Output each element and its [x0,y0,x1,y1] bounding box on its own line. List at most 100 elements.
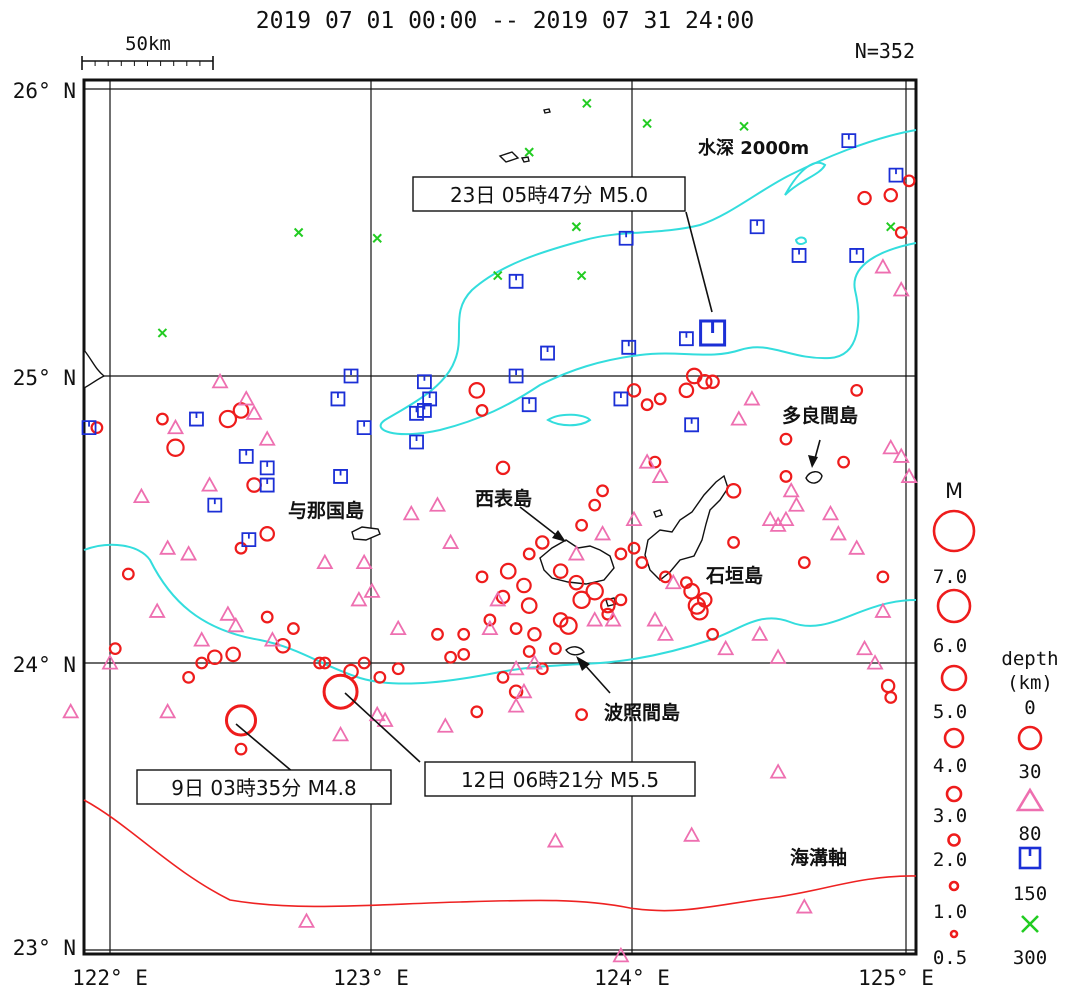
mag-legend-symbol-4 [943,727,965,749]
event-marker-30km [263,631,281,647]
event-marker-shallow [522,645,536,658]
event-marker-80km [238,448,254,464]
event-marker-30km [227,616,245,633]
distance-scale-bar: 50km [81,33,214,70]
depth-legend-title: depth [1001,648,1058,670]
event-marker-80km [849,248,865,263]
event-marker-shallow [234,742,248,756]
mag-legend-symbol-7 [932,509,976,553]
event-marker-shallow [108,642,122,656]
longitude-labels: 122° E 123° E 124° E 125° E [72,966,934,990]
mag-legend-symbol-5 [940,664,968,692]
event-marker-shallow [696,373,713,390]
callout-9-label: 9日 03時35分 M4.8 [171,776,356,800]
event-marker-shallow [499,562,517,580]
yonaguni-island [351,526,381,541]
event-marker-shallow [259,526,275,542]
event-marker-30km [237,390,255,406]
event-marker-150km [642,118,652,129]
event-marker-shallow [883,187,898,203]
event-marker-30km [586,611,604,627]
event-marker-30km [201,476,219,492]
event-marker-shallow [90,421,104,435]
event-marker-30km [829,524,847,541]
event-marker-30km [62,702,80,719]
mag-legend-symbol-3 [945,785,963,803]
event-marker-30km [368,705,386,722]
ishigaki-island [644,474,729,581]
event-marker-150km [571,222,582,232]
event-marker-30km [297,912,316,928]
event-marker-80km [621,339,637,355]
event-marker-shallow [568,574,585,591]
label-yonaguni: 与那国島 [288,499,364,522]
depth-legend-label: 150 [1013,883,1047,905]
event-marker-80km [841,133,857,149]
event-marker-30km [316,553,334,570]
event-marker-shallow [779,470,793,483]
event-marker-shallow [575,518,588,532]
event-marker-30km [101,654,119,670]
event-marker-shallow [475,404,489,417]
event-marker-shallow [496,670,510,684]
event-marker-80km [241,532,257,547]
event-marker-shallow [218,409,238,429]
event-marker-30km [612,946,630,963]
event-marker-shallow [495,460,511,476]
event-marker-30km [355,553,373,570]
event-marker-30km [882,438,900,455]
event-marker-80km [791,248,807,263]
lon-label: 125° E [858,966,934,990]
event-marker-shallow [431,627,444,641]
depth-legend-label: 30 [1019,761,1042,783]
event-marker-30km [159,539,177,555]
event-marker-shallow [626,383,642,398]
event-marker-80km [409,434,424,450]
depth-legend-unit: (km) [1007,672,1053,694]
event-marker-shallow [391,662,405,676]
mag-legend-symbol-05 [949,929,959,939]
event-marker-shallow [457,627,471,641]
event-marker-shallow [195,656,209,670]
event-marker-shallow [166,438,185,457]
event-marker-shallow [520,597,538,614]
event-marker-30km [751,625,769,641]
event-marker-30km [743,390,761,406]
highlight-event-marker [224,704,258,737]
event-marker-30km [656,625,674,641]
event-marker-30km [664,573,682,590]
event-marker-30km [507,697,525,713]
depth-legend-label: 300 [1013,947,1047,969]
event-marker-30km [132,487,150,504]
place-labels: 水深 2000m 与那国島 西表島 石垣島 多良間島 波照間島 海溝軸 [288,137,858,869]
event-marker-30km [761,510,779,526]
event-marker-150km [739,121,749,132]
event-marker-shallow [727,536,740,549]
event-marker-30km [180,545,198,561]
mag-legend-label: 7.0 [933,566,967,588]
event-marker-150km [576,270,587,281]
event-marker-30km [892,447,910,463]
magnitude-legend: M 7.0 6.0 5.0 4.0 3.0 2.0 1.0 0.5 [932,479,976,969]
highlight-event-marker [322,673,359,710]
event-marker-150km [886,222,896,232]
event-marker-shallow [596,484,609,498]
event-marker-30km [717,639,735,656]
event-marker-shallow [588,498,602,512]
event-marker-30km [219,605,237,621]
event-marker-30km [594,524,612,541]
event-marker-30km [481,619,499,636]
map-frame [82,78,918,956]
event-marker-30km [782,481,800,498]
callout-12-label: 12日 06時21分 M5.5 [461,768,659,792]
period-title: 2019 07 01 00:00 -- 2019 07 31 24:00 [256,8,755,34]
event-marker-shallow [552,563,569,579]
event-marker-shallow [797,556,811,569]
event-marker-shallow [850,383,864,397]
event-marker-30km [193,631,211,647]
event-marker-80km [888,167,904,183]
event-marker-30km [546,832,564,848]
event-marker-30km [515,682,533,699]
event-marker-shallow [225,646,241,663]
event-marker-30km [166,418,185,435]
